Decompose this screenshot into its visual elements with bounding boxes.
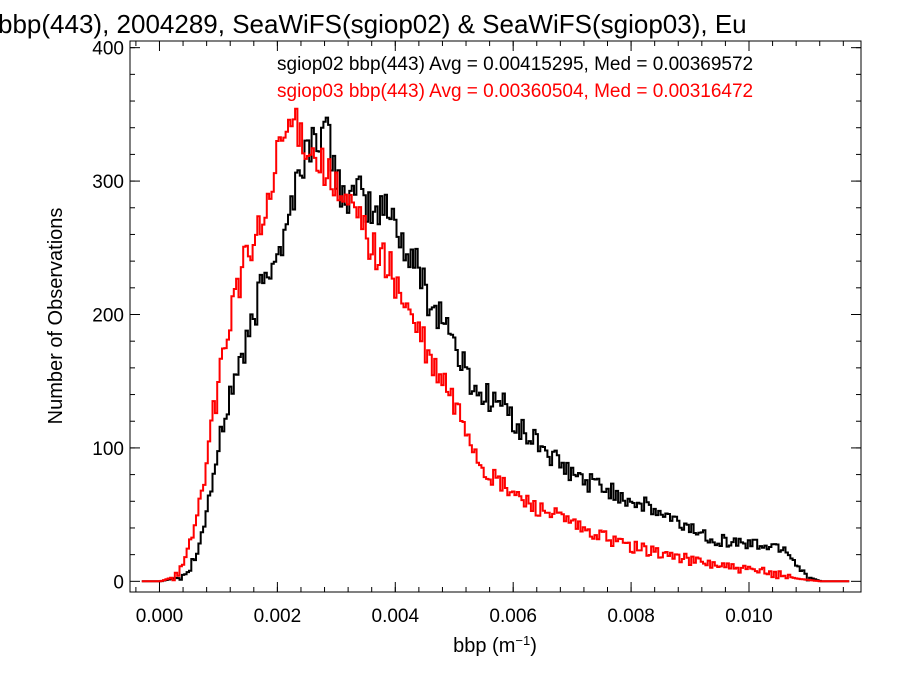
legend-sgiop02: sgiop02 bbp(443) Avg = 0.00415295, Med =…: [277, 54, 753, 75]
legend-sgiop03: sgiop03 bbp(443) Avg = 0.00360504, Med =…: [277, 81, 753, 102]
chart-title: bbp(443), 2004289, SeaWiFS(sgiop02) & Se…: [0, 9, 747, 39]
y-tick-label: 100: [92, 439, 124, 460]
series-layer: [141, 107, 850, 583]
x-axis-label-exp: −1: [515, 633, 530, 648]
x-axis-label: bbp (m−1): [453, 633, 537, 657]
x-tick-label: 0.000: [136, 606, 184, 627]
x-tick-label: 0.004: [372, 606, 420, 627]
axis-ticks: 0.000 0.002 0.004 0.006 0.008 0.010 0 100 200 300…: [92, 39, 861, 627]
x-tick-label: 0.006: [489, 606, 537, 627]
histogram-series-sgiop02: [141, 116, 850, 583]
y-axis-label: Number of Observations: [45, 208, 67, 425]
y-tick-label: 300: [92, 172, 124, 193]
x-tick-label: 0.010: [725, 606, 773, 627]
y-tick-label: 400: [92, 39, 124, 60]
x-axis-label-main: bbp (m: [453, 635, 515, 657]
y-tick-label: 200: [92, 305, 124, 326]
y-tick-label: 0: [113, 572, 124, 593]
histogram-series-sgiop03: [141, 107, 850, 583]
x-tick-label: 0.008: [607, 606, 655, 627]
x-axis-label-close: ): [530, 635, 537, 657]
plot-frame: [129, 40, 862, 593]
x-tick-label: 0.002: [254, 606, 302, 627]
